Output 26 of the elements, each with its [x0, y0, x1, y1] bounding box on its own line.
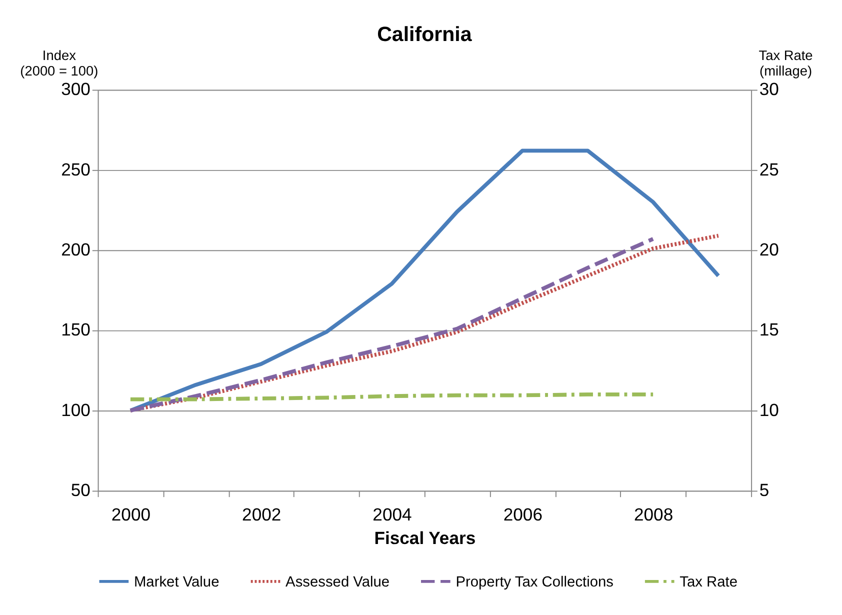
- x-tick-label: 2008: [634, 504, 674, 525]
- y2-tick-label: 30: [759, 79, 780, 100]
- chart-title: California: [377, 22, 472, 46]
- y-axis-title: Index (2000 = 100): [20, 48, 98, 79]
- y-tick-label: 300: [61, 79, 91, 100]
- y2-axis-title: Tax Rate (millage): [758, 48, 813, 79]
- y-tick-label: 200: [61, 240, 91, 260]
- y-tick-label: 250: [61, 159, 91, 180]
- y2-tick-label: 10: [759, 400, 780, 420]
- x-tick-label: 2000: [111, 504, 151, 525]
- y2-tick-label: 25: [759, 159, 780, 180]
- y-tick-label: 100: [61, 400, 91, 420]
- y2-tick-label: 20: [759, 240, 780, 260]
- x-tick-label: 2004: [372, 504, 412, 525]
- y2-tick-label: 15: [759, 320, 780, 340]
- x-tick-label: 2006: [503, 504, 543, 525]
- legend-label: Market Value: [134, 574, 220, 590]
- legend-label: Tax Rate: [680, 574, 738, 590]
- line-series: [128, 148, 720, 412]
- legend-label: Property Tax Collections: [456, 574, 614, 590]
- y-tick-label: 50: [70, 480, 91, 500]
- y2-tick-label: 5: [759, 480, 770, 500]
- x-axis-title: Fiscal Years: [374, 528, 476, 548]
- x-tick-label: 2002: [242, 504, 282, 525]
- legend-label: Assessed Value: [286, 574, 390, 590]
- y-tick-label: 150: [61, 320, 91, 340]
